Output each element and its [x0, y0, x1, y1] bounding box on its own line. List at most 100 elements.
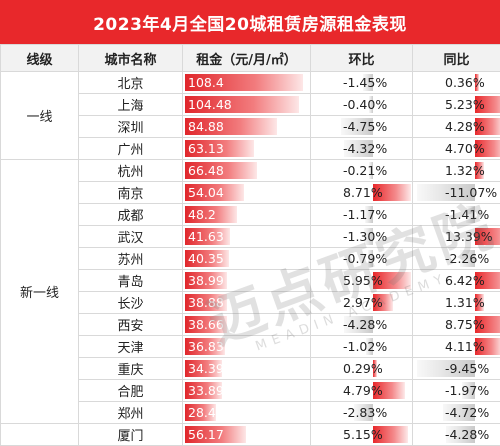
yoy-value: -1.41% — [445, 204, 489, 225]
mom-value: -2.83% — [343, 402, 387, 423]
city-cell: 西安 — [79, 314, 183, 336]
mom-cell: -4.32% — [311, 138, 413, 160]
mom-value: 5.15% — [343, 424, 383, 445]
mom-value: -0.40% — [343, 94, 387, 115]
mom-cell: -1.30% — [311, 226, 413, 248]
city-cell: 天津 — [79, 336, 183, 358]
yoy-cell: 1.31% — [413, 292, 500, 314]
yoy-value: 5.23% — [445, 94, 485, 115]
yoy-cell: 4.70% — [413, 138, 500, 160]
header-yoy: 同比 — [413, 45, 500, 72]
rent-value: 63.13 — [188, 138, 224, 159]
header-tier: 线级 — [1, 45, 79, 72]
city-cell: 南京 — [79, 182, 183, 204]
rent-cell: 108.4 — [183, 72, 311, 94]
header-city: 城市名称 — [79, 45, 183, 72]
tier-cell: 新一线 — [1, 160, 79, 424]
mom-value: -0.79% — [343, 248, 387, 269]
yoy-cell: -1.97% — [413, 380, 500, 402]
yoy-value: 6.42% — [445, 270, 485, 291]
rent-value: 38.99 — [188, 270, 224, 291]
mom-cell: -1.02% — [311, 336, 413, 358]
yoy-cell: 8.75% — [413, 314, 500, 336]
city-cell: 青岛 — [79, 270, 183, 292]
yoy-cell: 1.32% — [413, 160, 500, 182]
city-cell: 苏州 — [79, 248, 183, 270]
mom-value: -4.32% — [343, 138, 387, 159]
mom-cell: 0.29% — [311, 358, 413, 380]
city-cell: 厦门 — [79, 424, 183, 446]
rent-cell: 56.17 — [183, 424, 311, 446]
yoy-value: 1.31% — [445, 292, 485, 313]
rent-value: 40.35 — [188, 248, 224, 269]
mom-cell: -2.83% — [311, 402, 413, 424]
city-cell: 合肥 — [79, 380, 183, 402]
rent-cell: 54.04 — [183, 182, 311, 204]
city-cell: 广州 — [79, 138, 183, 160]
rent-value: 38.66 — [188, 314, 224, 335]
rent-cell: 66.48 — [183, 160, 311, 182]
tier-cell — [1, 424, 79, 446]
mom-value: -1.17% — [343, 204, 387, 225]
rent-value: 41.63 — [188, 226, 224, 247]
mom-cell: -0.40% — [311, 94, 413, 116]
rent-cell: 38.99 — [183, 270, 311, 292]
yoy-cell: -2.26% — [413, 248, 500, 270]
mom-value: 8.71% — [343, 182, 383, 203]
yoy-value: -2.26% — [445, 248, 489, 269]
yoy-value: -4.72% — [445, 402, 489, 423]
rent-value: 108.4 — [188, 72, 224, 93]
yoy-value: -11.07% — [445, 182, 497, 203]
rent-value: 36.83 — [188, 336, 224, 357]
city-cell: 郑州 — [79, 402, 183, 424]
yoy-cell: 0.36% — [413, 72, 500, 94]
mom-value: -0.21% — [343, 160, 387, 181]
city-cell: 杭州 — [79, 160, 183, 182]
mom-cell: 8.71% — [311, 182, 413, 204]
tier-cell: 一线 — [1, 72, 79, 160]
mom-value: -1.45% — [343, 72, 387, 93]
yoy-cell: -4.28% — [413, 424, 500, 446]
rent-cell: 63.13 — [183, 138, 311, 160]
yoy-value: 4.28% — [445, 116, 485, 137]
rent-cell: 48.2 — [183, 204, 311, 226]
mom-cell: -1.17% — [311, 204, 413, 226]
mom-cell: -0.21% — [311, 160, 413, 182]
rent-cell: 104.48 — [183, 94, 311, 116]
yoy-cell: 4.11% — [413, 336, 500, 358]
table-title: 2023年4月全国20城租赁房源租金表现 — [0, 0, 500, 44]
header-mom: 环比 — [311, 45, 413, 72]
city-cell: 上海 — [79, 94, 183, 116]
yoy-cell: -1.41% — [413, 204, 500, 226]
yoy-value: -4.28% — [445, 424, 489, 445]
rent-value: 104.48 — [188, 94, 232, 115]
yoy-value: -9.45% — [445, 358, 489, 379]
yoy-cell: -9.45% — [413, 358, 500, 380]
city-cell: 重庆 — [79, 358, 183, 380]
rent-cell: 38.88 — [183, 292, 311, 314]
mom-cell: 5.15% — [311, 424, 413, 446]
city-cell: 成都 — [79, 204, 183, 226]
rent-value: 66.48 — [188, 160, 224, 181]
mom-value: 0.29% — [343, 358, 383, 379]
yoy-cell: 5.23% — [413, 94, 500, 116]
mom-value: 5.95% — [343, 270, 383, 291]
yoy-value: 4.70% — [445, 138, 485, 159]
rent-cell: 33.89 — [183, 380, 311, 402]
yoy-value: 1.32% — [445, 160, 485, 181]
rent-cell: 28.46 — [183, 402, 311, 424]
rent-value: 34.39 — [188, 358, 224, 379]
header-rent: 租金（元/月/㎡） — [183, 45, 311, 72]
yoy-value: -1.97% — [445, 380, 489, 401]
mom-value: -4.75% — [343, 116, 387, 137]
yoy-cell: 13.39% — [413, 226, 500, 248]
mom-cell: 4.79% — [311, 380, 413, 402]
rent-cell: 34.39 — [183, 358, 311, 380]
yoy-cell: 4.28% — [413, 116, 500, 138]
rent-value: 56.17 — [188, 424, 224, 445]
city-cell: 深圳 — [79, 116, 183, 138]
mom-cell: -0.79% — [311, 248, 413, 270]
rent-cell: 41.63 — [183, 226, 311, 248]
